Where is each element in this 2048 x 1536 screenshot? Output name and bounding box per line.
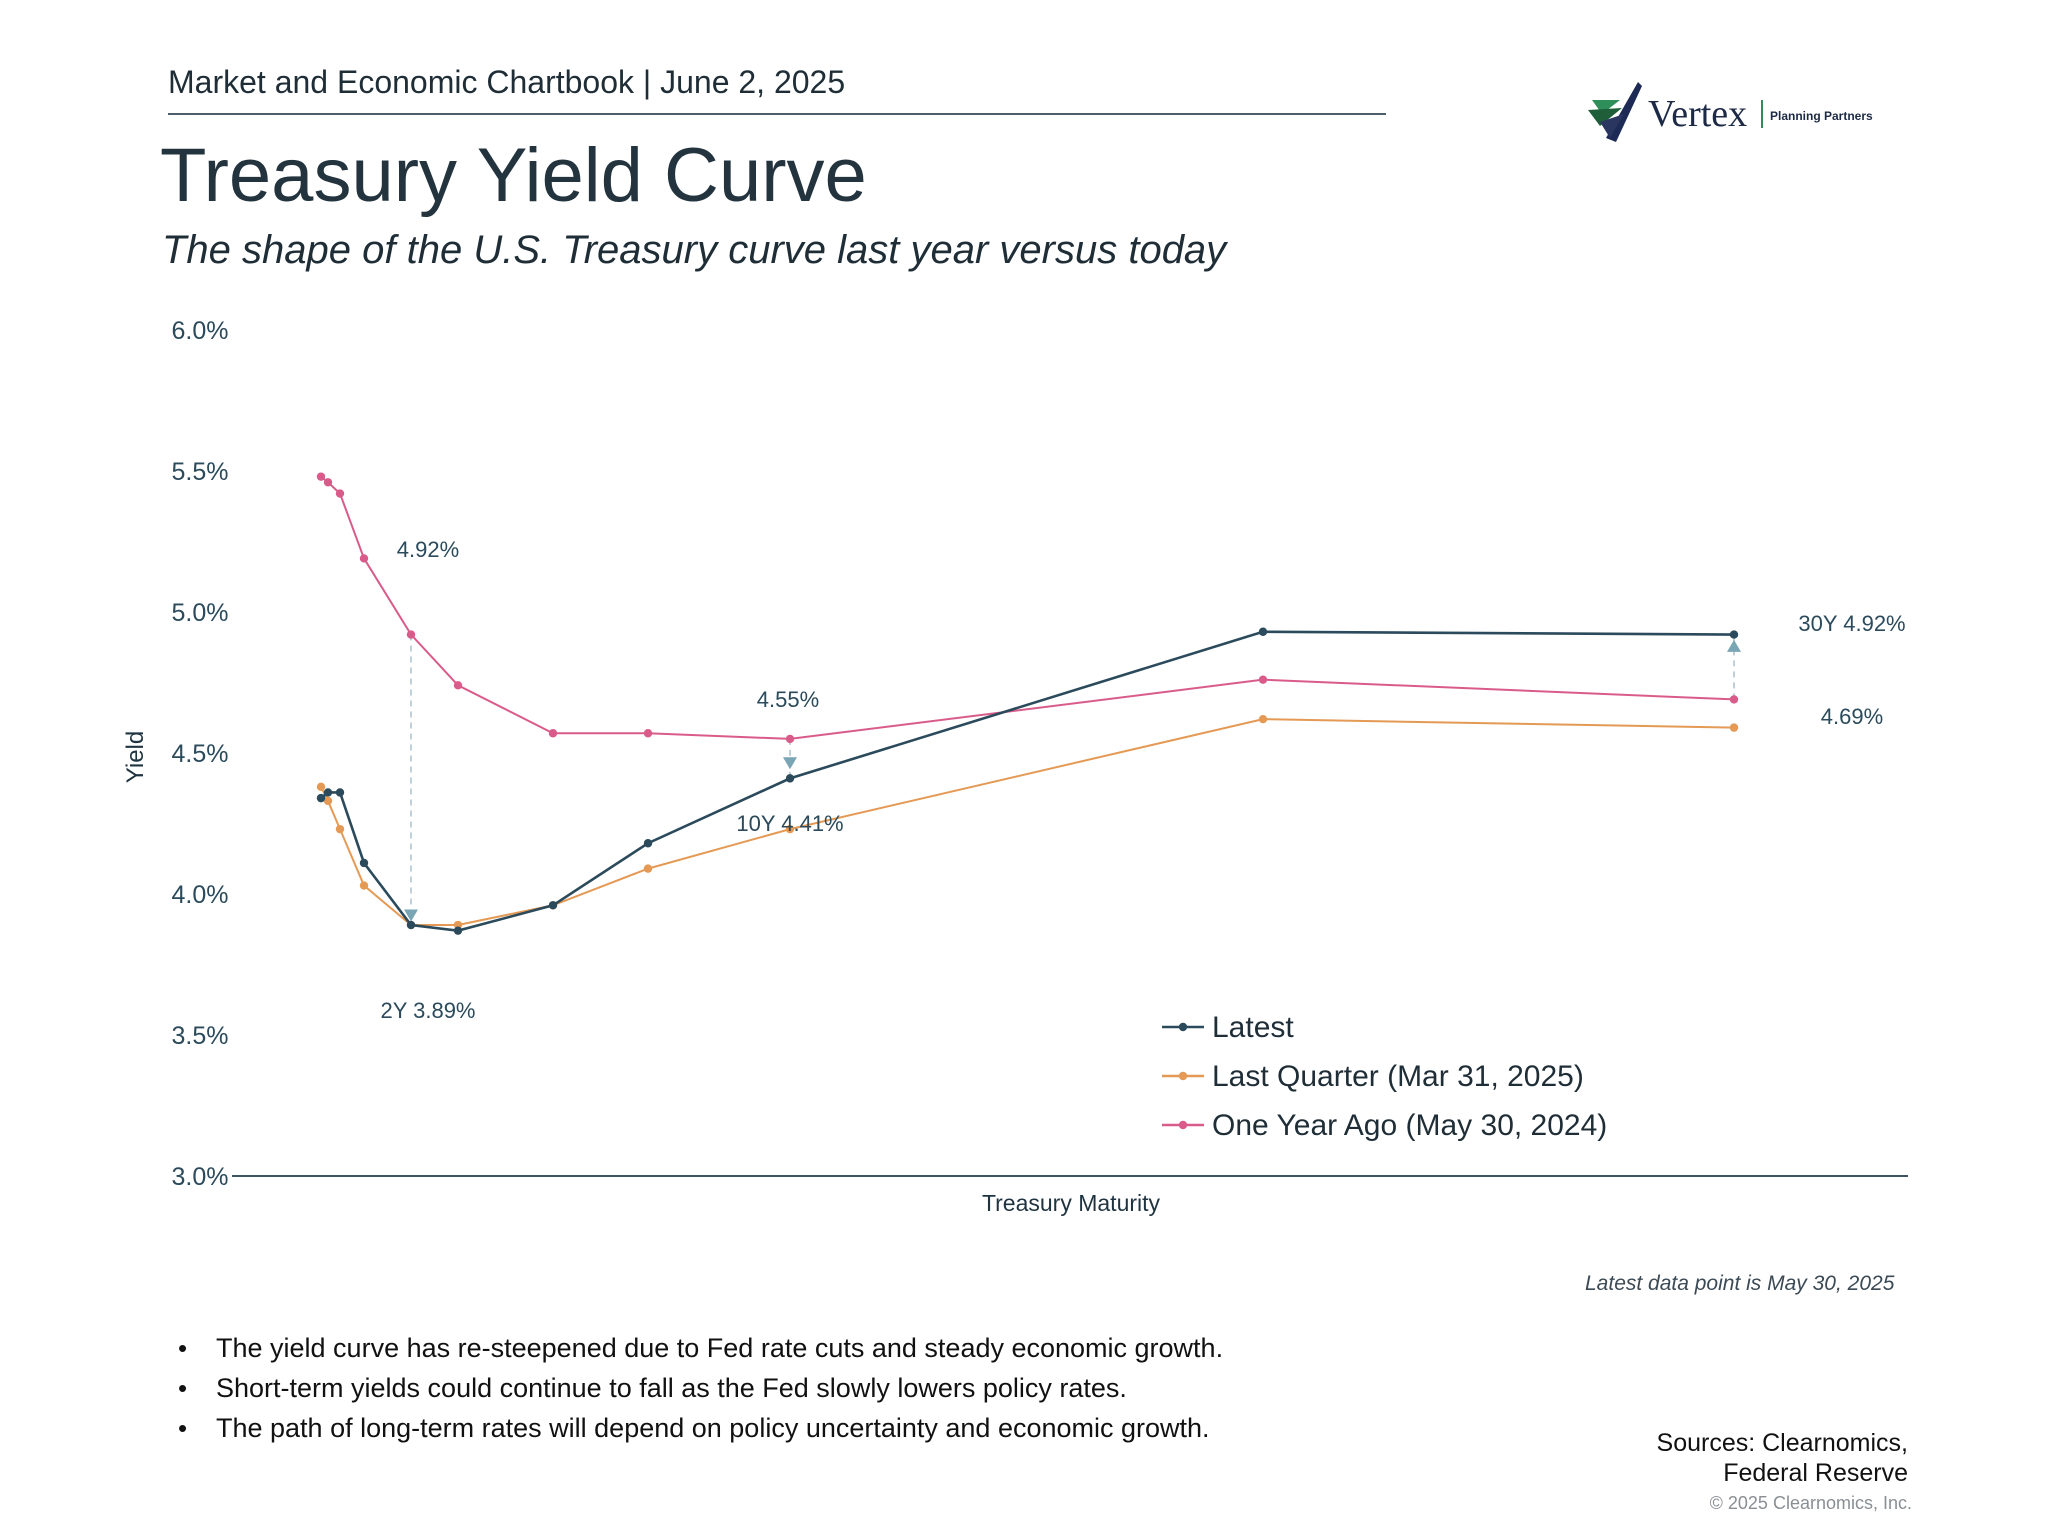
vertex-logo: Vertex Planning Partners (1588, 82, 1873, 142)
series-group (316, 472, 1739, 935)
data-point (335, 489, 345, 498)
data-point (1729, 723, 1739, 732)
legend-swatch-dot (1178, 1120, 1188, 1130)
data-point (406, 630, 416, 639)
data-annotation: 4.69% (1821, 704, 1883, 729)
logo-tagline: Planning Partners (1770, 109, 1873, 123)
data-point (316, 472, 326, 481)
data-point (785, 774, 795, 783)
sources: Sources: Clearnomics, Federal Reserve (1657, 1428, 1908, 1488)
latest-data-note: Latest data point is May 30, 2025 (1585, 1272, 1895, 1295)
vertex-logo-mark (1588, 82, 1642, 142)
data-point (323, 478, 333, 487)
legend: Latest Last Quarter (Mar 31, 2025) One Yea… (1162, 1011, 1607, 1142)
y-tick-label: 6.0% (172, 317, 229, 345)
y-tick-label: 3.5% (172, 1022, 229, 1050)
data-point (785, 824, 795, 834)
data-point (1258, 627, 1268, 636)
data-point (453, 926, 463, 935)
data-point (323, 796, 333, 806)
data-point (1729, 695, 1739, 704)
series-line (320, 475, 1735, 740)
chartbook-header: Market and Economic Chartbook | June 2, … (168, 64, 846, 100)
data-point (316, 782, 326, 792)
data-point (1258, 675, 1268, 684)
data-point (359, 858, 369, 868)
data-annotation: 10Y 4.41% (736, 811, 843, 836)
data-annotation: 4.55% (757, 687, 819, 712)
data-point (643, 864, 653, 873)
data-point (1729, 630, 1739, 639)
series-2 (316, 472, 1739, 744)
change-guides (404, 634, 1741, 926)
page-title: Treasury Yield Curve (160, 133, 867, 218)
bullet-item: The yield curve has re-steepened due to … (176, 1328, 1223, 1368)
legend-swatch-dot (1178, 1071, 1188, 1081)
series-line (320, 630, 1735, 932)
data-point (335, 824, 345, 834)
data-point (453, 681, 463, 690)
series-line (320, 718, 1735, 927)
data-annotation: 2Y 3.89% (380, 998, 475, 1023)
data-point (406, 920, 416, 930)
change-marker (783, 757, 797, 770)
copyright: © 2025 Clearnomics, Inc. (1709, 1493, 1912, 1513)
page-subtitle: The shape of the U.S. Treasury curve las… (162, 228, 1227, 272)
data-point (785, 734, 795, 744)
series-0 (316, 627, 1739, 935)
data-annotation: 4.92% (397, 537, 459, 562)
data-point (316, 793, 326, 803)
y-tick-label: 4.5% (172, 740, 229, 768)
legend-entry: Latest (1212, 1011, 1294, 1044)
y-axis-label: Yield (122, 731, 149, 783)
legend-entry: Last Quarter (Mar 31, 2025) (1212, 1060, 1584, 1093)
y-tick-label: 4.0% (172, 881, 229, 909)
series-1 (316, 714, 1739, 930)
bullet-item: Short-term yields could continue to fall… (176, 1368, 1223, 1408)
y-tick-label: 3.0% (172, 1163, 229, 1191)
sources-line: Federal Reserve (1723, 1459, 1908, 1487)
annotations: 4.92% 2Y 3.89% 4.55% 10Y 4.41% 30Y 4.92% 4.69… (380, 537, 1905, 1023)
data-point (359, 554, 369, 563)
data-point (1258, 714, 1268, 724)
change-marker (404, 909, 418, 922)
legend-entry: One Year Ago (May 30, 2024) (1212, 1109, 1607, 1142)
bullet-item: The path of long-term rates will depend … (176, 1408, 1223, 1448)
y-axis: 3.0% 3.5% 4.0% 4.5% 5.0% 5.5% 6.0% (172, 317, 229, 1191)
sources-line: Sources: Clearnomics, (1656, 1429, 1908, 1457)
x-axis-label: Treasury Maturity (982, 1190, 1161, 1216)
bullet-list: The yield curve has re-steepened due to … (176, 1328, 1223, 1448)
data-point (359, 881, 369, 890)
data-point (548, 901, 558, 910)
data-point (335, 788, 345, 797)
y-tick-label: 5.0% (172, 599, 229, 627)
legend-swatch-dot (1178, 1022, 1188, 1032)
data-annotation: 30Y 4.92% (1798, 611, 1905, 636)
change-marker (1727, 639, 1741, 652)
data-point (548, 729, 558, 738)
data-point (323, 788, 333, 797)
header-divider (168, 113, 1386, 115)
y-tick-label: 5.5% (172, 458, 229, 486)
data-point (643, 839, 653, 848)
data-point (643, 729, 653, 738)
logo-name: Vertex (1648, 93, 1747, 135)
